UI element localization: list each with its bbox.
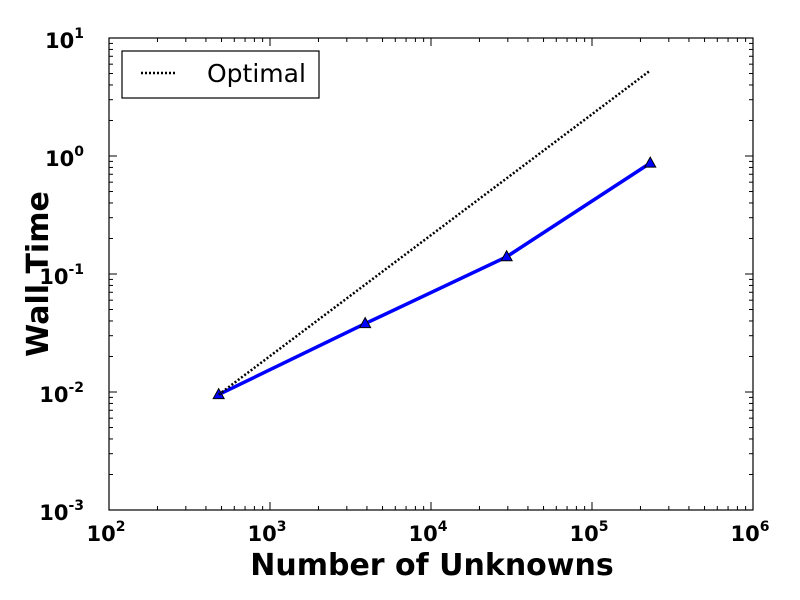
tick-labels: 102 103 104 105 106 10-3 10-2 10-1 100 101 (39, 26, 769, 546)
y-tick-label: 10-1 (39, 262, 84, 289)
plot-frame (108, 37, 754, 511)
data-point-marker (358, 316, 372, 329)
x-tick-label: 105 (570, 519, 609, 546)
data-point-marker (643, 156, 657, 168)
legend-box (121, 50, 320, 99)
y-tick-label: 100 (45, 144, 84, 171)
series-line-optimal (217, 69, 651, 396)
x-tick-label: 102 (87, 519, 126, 546)
legend: Optimal (121, 50, 320, 99)
x-tick-label: 103 (248, 519, 287, 546)
minor-ticks (109, 38, 753, 510)
y-axis-title: Wall Time (21, 191, 56, 357)
series-line-1 (217, 161, 652, 397)
x-axis-title: Number of Unknowns (250, 548, 613, 583)
y-tick-label: 10-3 (39, 498, 84, 525)
series-layer (212, 69, 657, 400)
x-tick-label: 104 (409, 519, 448, 546)
data-point-marker (500, 249, 513, 262)
y-tick-label: 10-2 (39, 380, 84, 407)
major-ticks (108, 37, 754, 511)
y-tick-label: 101 (45, 26, 84, 53)
legend-label-optimal: Optimal (207, 59, 306, 88)
x-tick-label: 106 (731, 519, 770, 546)
